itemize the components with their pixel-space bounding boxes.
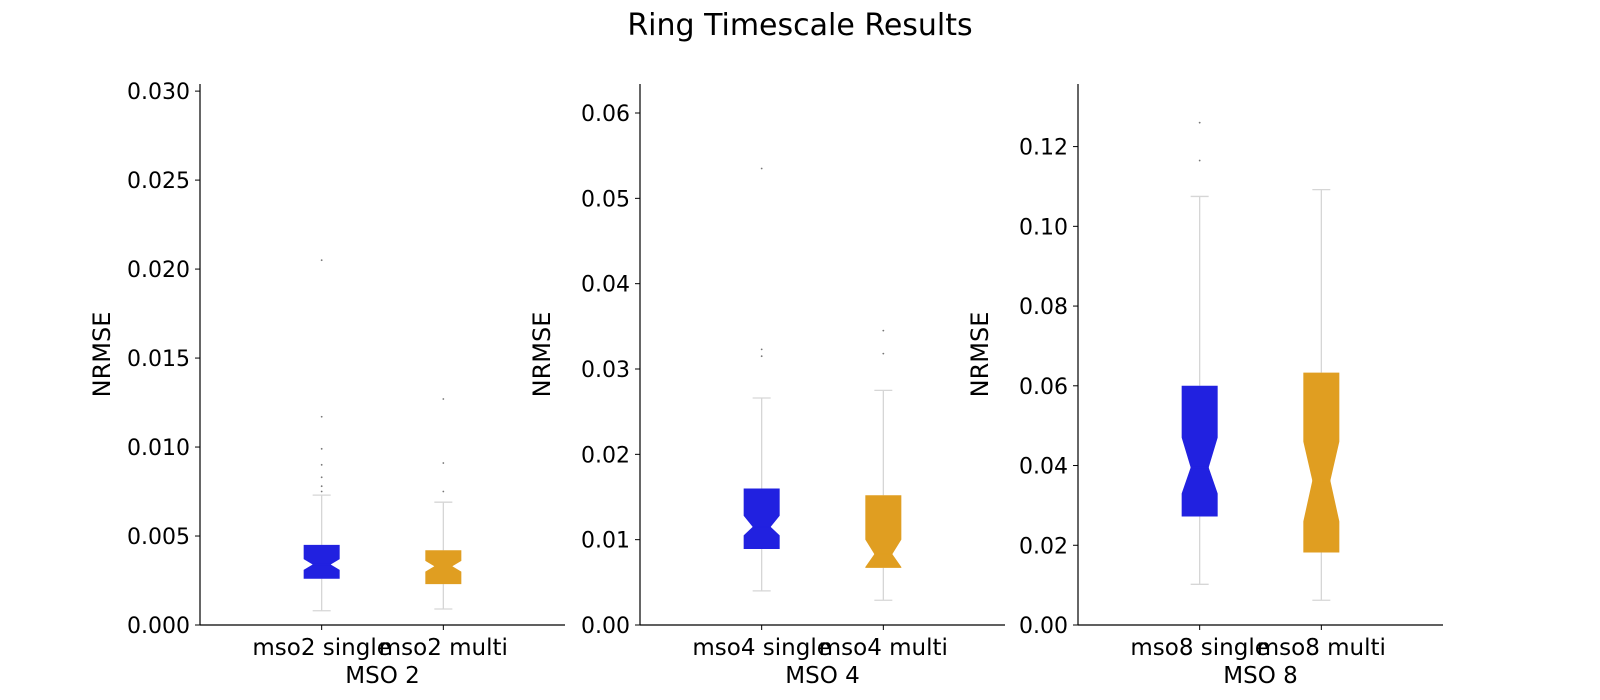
outlier-point	[320, 485, 323, 488]
y-tick-label: 0.06	[1019, 375, 1068, 400]
outlier-point	[1198, 159, 1201, 162]
notched-box	[865, 495, 902, 568]
outlier-point	[320, 259, 323, 262]
y-tick-label: 0.030	[127, 80, 190, 105]
x-tick-label: mso4 single	[692, 635, 831, 661]
outlier-point	[442, 398, 445, 400]
y-tick-label: 0.04	[581, 273, 630, 298]
y-tick-label: 0.025	[127, 169, 190, 194]
notched-box	[425, 550, 462, 585]
y-tick-label: 0.00	[581, 614, 630, 639]
x-tick-label: mso4 multi	[819, 635, 948, 661]
x-axis-label: MSO 8	[1223, 663, 1298, 689]
y-tick-label: 0.020	[127, 258, 190, 283]
y-tick-label: 0.00	[1019, 614, 1068, 639]
outlier-point	[320, 463, 323, 466]
outlier-point	[882, 329, 885, 332]
notched-box	[743, 488, 780, 550]
y-tick-label: 0.04	[1019, 455, 1068, 480]
outlier-point	[760, 355, 763, 358]
outlier-point	[320, 415, 323, 418]
y-tick-label: 0.05	[581, 187, 630, 212]
x-axis-label: MSO 4	[785, 663, 860, 689]
notched-box	[1181, 385, 1218, 517]
outlier-point	[760, 167, 763, 170]
outlier-point	[320, 490, 323, 493]
y-axis-label: NRMSE	[966, 312, 994, 398]
y-tick-label: 0.015	[127, 347, 190, 372]
x-tick-label: mso2 single	[252, 635, 391, 661]
chart-title: Ring Timescale Results	[627, 8, 973, 43]
y-tick-label: 0.005	[127, 525, 190, 550]
outlier-point	[442, 462, 445, 464]
y-tick-label: 0.01	[581, 529, 630, 554]
outlier-point	[320, 476, 323, 479]
x-tick-label: mso2 multi	[379, 635, 508, 661]
y-tick-label: 0.000	[127, 614, 190, 639]
y-axis-label: NRMSE	[528, 312, 556, 398]
outlier-point	[320, 447, 323, 450]
y-axis-label: NRMSE	[88, 312, 116, 398]
notched-box	[303, 544, 340, 579]
y-tick-label: 0.010	[127, 436, 190, 461]
outlier-point	[760, 348, 763, 351]
subplot-1: 0.000 0.005 0.010 0.015 0.020 0.025 0.030 NRMSE…	[88, 80, 565, 689]
y-tick-label: 0.06	[581, 102, 630, 127]
y-tick-label: 0.02	[581, 443, 630, 468]
subplot-2: 0.00 0.01 0.02 0.03 0.04 0.05 0.06 NRMSE mso4 si…	[528, 84, 1005, 689]
y-tick-label: 0.08	[1019, 295, 1068, 320]
outlier-point	[882, 352, 885, 355]
x-axis-label: MSO 2	[345, 663, 420, 689]
y-tick-label: 0.12	[1019, 136, 1068, 161]
x-tick-label: mso8 single	[1130, 635, 1269, 661]
y-tick-label: 0.10	[1019, 215, 1068, 240]
outlier-point	[1198, 121, 1201, 124]
y-tick-label: 0.03	[581, 358, 630, 383]
notched-box	[1303, 372, 1340, 553]
y-tick-label: 0.02	[1019, 534, 1068, 559]
outlier-point	[442, 490, 445, 493]
x-tick-label: mso8 multi	[1257, 635, 1386, 661]
subplot-3: 0.00 0.02 0.04 0.06 0.08 0.10 0.12 NRMSE mso8 si…	[966, 84, 1443, 689]
